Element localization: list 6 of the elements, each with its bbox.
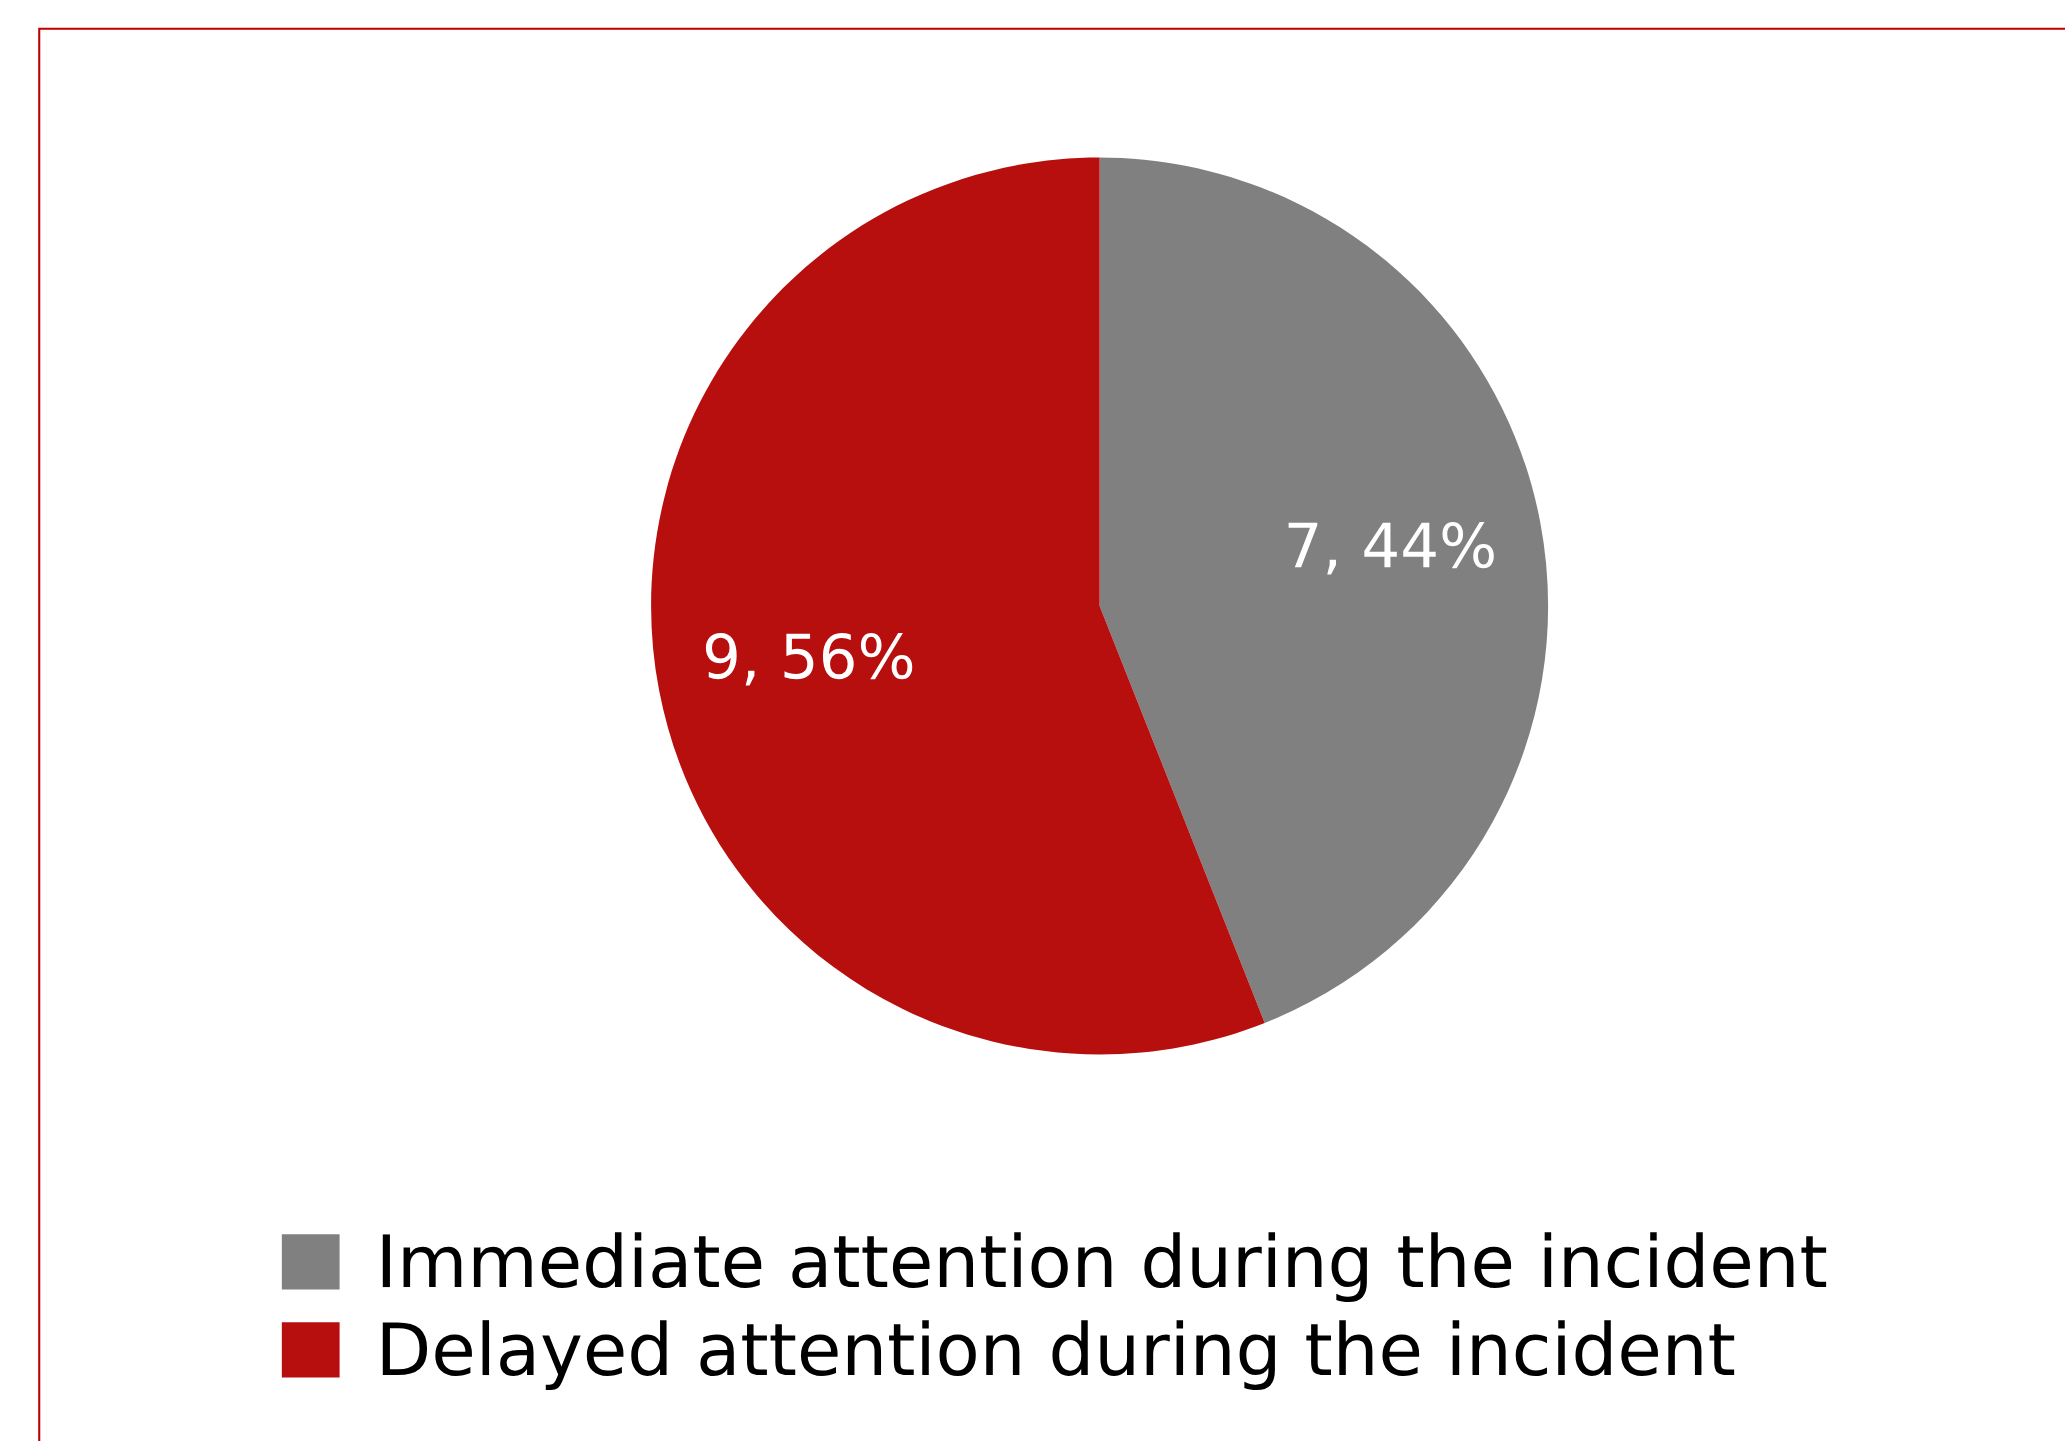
- data-label: 7, 44%: [1288, 521, 1494, 575]
- legend-label: Immediate attention during the incident: [382, 1232, 1827, 1303]
- legend-label: Delayed attention during the incident: [382, 1320, 1735, 1391]
- data-label: 9, 56%: [705, 632, 913, 686]
- pie-slice: [651, 157, 1265, 1055]
- pie-slice: [1099, 157, 1549, 1023]
